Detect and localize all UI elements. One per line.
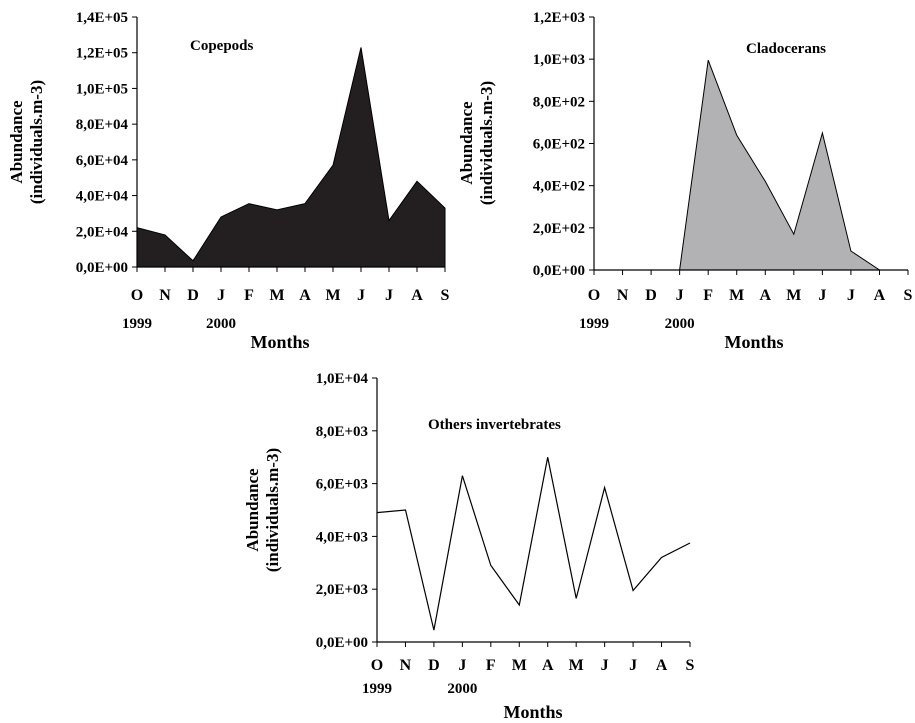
others-invertebrates-chart: 0,0E+00 2,0E+03 4,0E+03 6,0E+03 8,0E+03 1,0E+…: [243, 371, 695, 722]
x-axis-label: Months: [724, 332, 783, 352]
y-tick-label: 6,0E+03: [316, 477, 368, 493]
x-tick-label: M: [512, 657, 527, 674]
x-tick-label: F: [244, 287, 254, 304]
x-tick-label: A: [656, 657, 668, 674]
x-tick-label: J: [847, 287, 855, 304]
x-tick-label: M: [569, 657, 584, 674]
x-tick-label: S: [686, 657, 695, 674]
x-tick-label: F: [703, 287, 713, 304]
y-tick-label: 4,0E+04: [76, 189, 129, 205]
y-tick-label: 2,0E+02: [533, 221, 585, 237]
x-tick-label: D: [428, 657, 440, 674]
x-tick-label: S: [441, 287, 450, 304]
x-tick-label: O: [588, 287, 600, 304]
chart-title: Copepods: [190, 38, 254, 54]
x-tick-label: O: [131, 287, 143, 304]
x-tick-label: J: [601, 657, 609, 674]
y-axis-label: Abundance(individuals.m-3): [457, 81, 496, 205]
year-label: 1999: [362, 681, 392, 697]
x-tick-label: D: [645, 287, 657, 304]
series-area: [136, 47, 446, 268]
y-tick-label: 2,0E+04: [76, 224, 129, 240]
copepods-chart: 0,0E+00 2,0E+04 4,0E+04 6,0E+04 8,0E+04 1,0E+…: [7, 10, 450, 352]
x-tick-label: J: [676, 287, 684, 304]
x-tick-label: N: [159, 287, 171, 304]
year-label: 2000: [665, 316, 695, 332]
x-tick-label: M: [729, 287, 744, 304]
y-tick-label: 1,0E+04: [316, 371, 369, 387]
x-tick-label: N: [400, 657, 412, 674]
x-tick-label: A: [411, 287, 423, 304]
x-tick-label: A: [299, 287, 311, 304]
x-tick-label: D: [187, 287, 199, 304]
y-tick-label: 8,0E+03: [316, 424, 368, 440]
y-tick-label: 4,0E+03: [316, 529, 368, 545]
cladocerans-chart: 0,0E+00 2,0E+02 4,0E+02 6,0E+02 8,0E+02 1,0E+…: [457, 10, 913, 352]
y-tick-label: 8,0E+02: [533, 94, 585, 110]
series-area: [594, 60, 882, 271]
chart-title: Cladocerans: [746, 41, 826, 57]
x-tick-label: N: [617, 287, 629, 304]
year-label: 2000: [206, 316, 236, 332]
x-tick-label: J: [217, 287, 225, 304]
x-tick-label: J: [818, 287, 826, 304]
chart-title: Others invertebrates: [428, 417, 561, 433]
y-tick-label: 1,4E+05: [76, 10, 128, 26]
x-tick-label: M: [786, 287, 801, 304]
x-tick-label: A: [759, 287, 771, 304]
y-tick-label: 1,2E+05: [76, 46, 128, 62]
y-tick-label: 0,0E+00: [76, 260, 128, 276]
y-tick-label: 1,0E+03: [533, 52, 585, 68]
y-tick-label: 0,0E+00: [533, 263, 585, 279]
series-line: [376, 457, 691, 631]
year-label: 2000: [447, 681, 477, 697]
x-tick-label: O: [371, 657, 383, 674]
x-axis-label: Months: [503, 702, 562, 722]
year-label: 1999: [579, 316, 609, 332]
y-tick-label: 0,0E+00: [316, 635, 368, 651]
x-axis-label: Months: [250, 332, 309, 352]
year-label: 1999: [122, 316, 152, 332]
x-tick-label: J: [629, 657, 637, 674]
y-tick-label: 6,0E+02: [533, 137, 585, 153]
x-tick-label: J: [385, 287, 393, 304]
x-tick-label: A: [542, 657, 554, 674]
x-tick-label: J: [357, 287, 365, 304]
y-axis-label: Abundance(individuals.m-3): [243, 448, 282, 572]
y-tick-label: 4,0E+02: [533, 179, 585, 195]
x-tick-label: A: [874, 287, 886, 304]
x-tick-label: M: [269, 287, 284, 304]
y-tick-label: 2,0E+03: [316, 582, 368, 598]
y-tick-label: 8,0E+04: [76, 117, 129, 133]
y-tick-label: 1,2E+03: [533, 10, 585, 26]
x-tick-label: F: [486, 657, 496, 674]
y-tick-label: 1,0E+05: [76, 81, 128, 97]
x-tick-label: J: [458, 657, 466, 674]
y-axis-label: Abundance(individuals.m-3): [7, 80, 46, 204]
x-tick-label: M: [325, 287, 340, 304]
x-tick-label: S: [904, 287, 913, 304]
y-tick-label: 6,0E+04: [76, 153, 129, 169]
